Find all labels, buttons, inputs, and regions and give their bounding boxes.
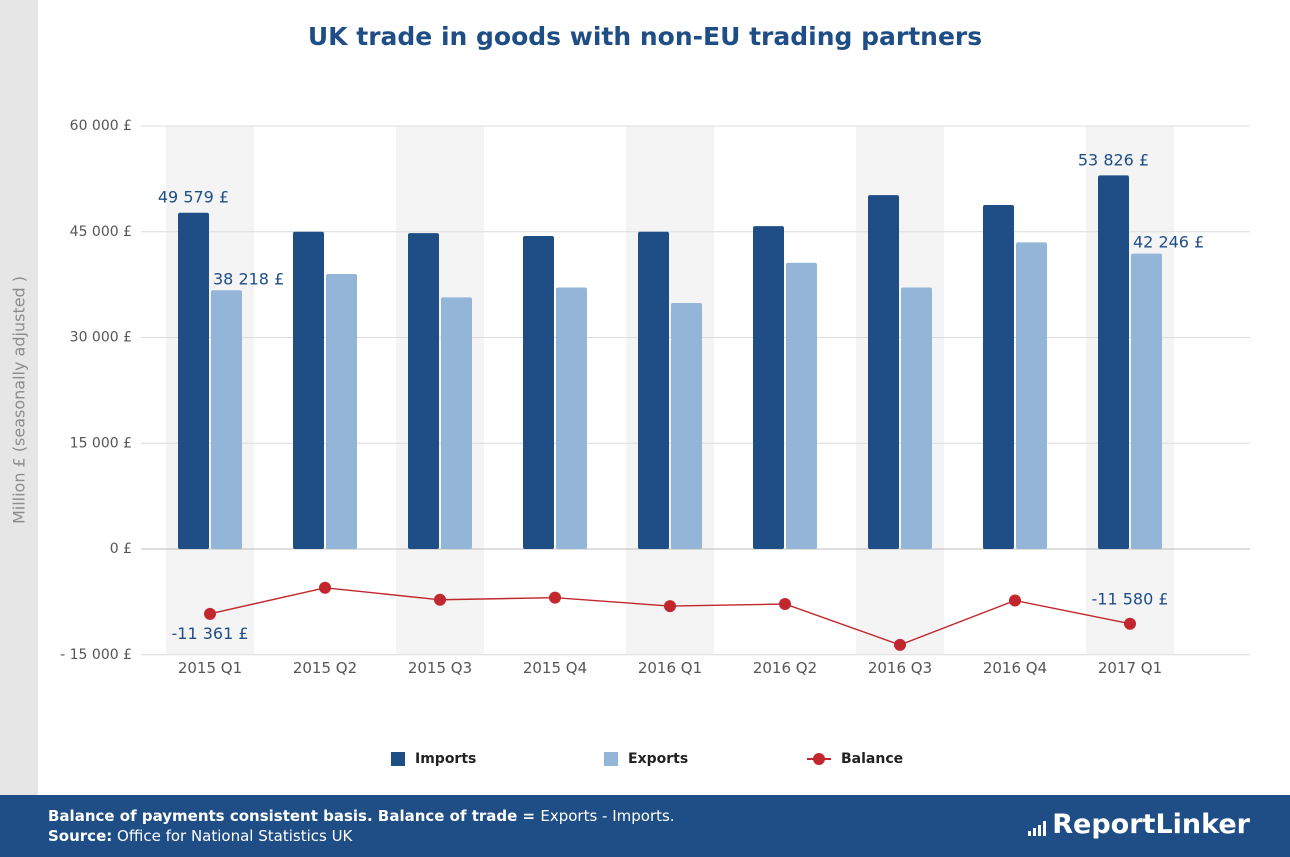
x-tick-label: 2016 Q1 — [638, 659, 702, 677]
bar-exports — [901, 287, 932, 549]
balance-point — [1124, 617, 1136, 630]
x-tick-label: 2016 Q4 — [983, 659, 1047, 677]
left-band — [0, 0, 38, 795]
bar-exports — [1131, 253, 1162, 550]
balance-point — [549, 591, 561, 604]
balance-point — [894, 638, 906, 651]
data-label-balance: -11 580 £ — [1091, 590, 1168, 609]
bar-imports — [178, 212, 209, 549]
x-tick-label: 2015 Q4 — [523, 659, 587, 677]
bar-imports — [408, 233, 439, 549]
balance-point — [1009, 594, 1021, 607]
bar-imports — [868, 195, 899, 549]
legend-swatch-imports — [391, 752, 405, 766]
footer-source: Source: Office for National Statistics U… — [48, 827, 352, 845]
legend-label-exports: Exports — [628, 751, 689, 767]
bar-exports — [556, 287, 587, 549]
footer-note-bold: Balance of payments consistent basis. Ba… — [48, 807, 518, 825]
balance-point — [434, 593, 446, 606]
data-label-balance: -11 361 £ — [171, 624, 248, 643]
balance-point — [779, 597, 791, 610]
bar-imports — [753, 226, 784, 550]
x-tick-label: 2015 Q3 — [408, 659, 472, 677]
x-tick-label: 2016 Q3 — [868, 659, 932, 677]
footer-note: Balance of payments consistent basis. Ba… — [48, 807, 675, 825]
bar-exports — [211, 290, 242, 549]
y-tick-label: 0 £ — [110, 541, 132, 557]
bar-exports — [1016, 242, 1047, 549]
legend-swatch-exports — [604, 752, 618, 766]
y-tick-label: - 15 000 £ — [60, 647, 132, 663]
bar-exports — [326, 274, 357, 549]
chart: 60 000 £ 45 000 £ 30 000 £ 15 000 £ 0 £ - 15 … — [60, 118, 1250, 677]
footer-source-label: Source: — [48, 827, 113, 845]
legend-label-imports: Imports — [415, 751, 477, 767]
x-tick-label: 2015 Q1 — [178, 659, 242, 677]
data-label-imports: 49 579 £ — [158, 188, 229, 207]
x-tick-label: 2015 Q2 — [293, 659, 357, 677]
balance-point — [664, 600, 676, 613]
balance-point — [204, 607, 216, 620]
y-tick-label: 15 000 £ — [70, 435, 132, 451]
bar-imports — [983, 204, 1014, 549]
bar-exports — [786, 262, 817, 549]
bar-exports — [441, 297, 472, 549]
footer-source-text: Office for National Statistics UK — [112, 827, 353, 845]
footer-note-rest: Exports - Imports. — [540, 807, 675, 825]
bar-imports — [293, 231, 324, 549]
x-tick-label: 2017 Q1 — [1098, 659, 1162, 677]
chart-title: UK trade in goods with non-EU trading pa… — [307, 22, 983, 51]
bar-imports — [1098, 175, 1129, 549]
footer-note-eq: = — [517, 807, 541, 825]
legend-item-exports[interactable]: Exports — [604, 751, 688, 767]
data-label-exports: 38 218 £ — [213, 269, 284, 288]
data-label-exports: 42 246 £ — [1133, 233, 1204, 252]
logo-text: ReportLinker — [1052, 809, 1250, 840]
footer: Balance of payments consistent basis. Ba… — [0, 795, 1290, 857]
bar-imports — [523, 235, 554, 550]
bar-exports — [671, 302, 702, 549]
legend-label-balance: Balance — [841, 751, 904, 767]
reportlinker-logo[interactable]: ReportLinker — [1028, 809, 1250, 840]
legend-item-imports[interactable]: Imports — [391, 751, 476, 767]
legend-item-balance[interactable]: Balance — [807, 751, 903, 767]
balance-point — [319, 581, 331, 594]
y-tick-label: 30 000 £ — [70, 330, 132, 346]
y-tick-label: 60 000 £ — [70, 118, 132, 134]
legend-marker-balance — [807, 752, 831, 766]
x-tick-label: 2016 Q2 — [753, 659, 817, 677]
data-label-imports: 53 826 £ — [1078, 150, 1149, 169]
y-tick-label: 45 000 £ — [70, 224, 132, 240]
bar-imports — [638, 231, 669, 549]
legend: Imports Exports Balance — [0, 751, 1290, 773]
logo-bars-icon — [1028, 814, 1048, 840]
